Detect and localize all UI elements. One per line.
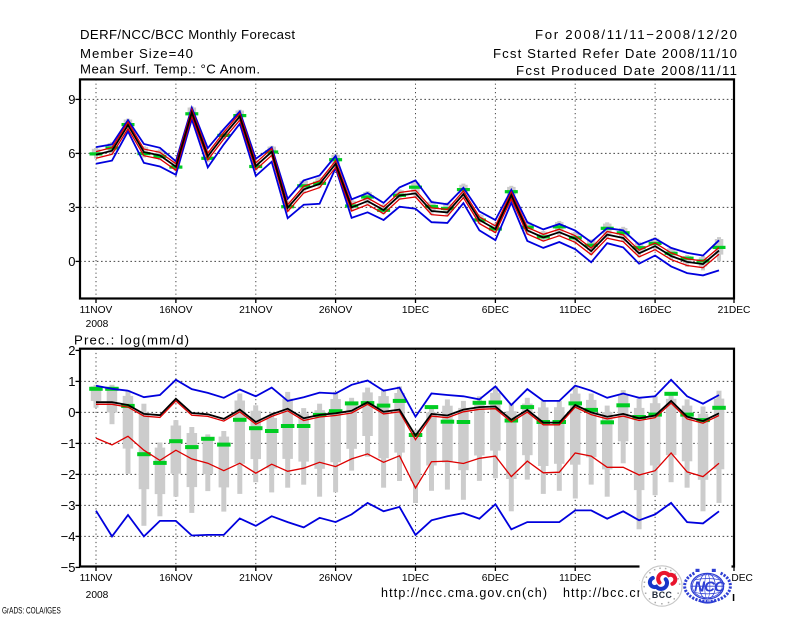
svg-text:26NOV: 26NOV — [319, 573, 353, 584]
svg-text:Member Size=40: Member Size=40 — [80, 46, 193, 61]
svg-text:Mean Surf. Temp.: °C Anom.: Mean Surf. Temp.: °C Anom. — [80, 62, 260, 77]
svg-text:http://ncc.cma.gov.cn(ch): http://ncc.cma.gov.cn(ch) — [381, 586, 547, 600]
svg-text:2008: 2008 — [86, 319, 109, 330]
svg-text:11NOV: 11NOV — [80, 305, 113, 316]
svg-text:3: 3 — [68, 200, 75, 215]
svg-text:11DEC: 11DEC — [559, 573, 591, 584]
svg-text:6DEC: 6DEC — [482, 573, 509, 584]
svg-text:1DEC: 1DEC — [402, 573, 429, 584]
svg-text:21NOV: 21NOV — [239, 305, 273, 316]
svg-text:16NOV: 16NOV — [159, 573, 193, 584]
svg-text:11NOV: 11NOV — [80, 573, 113, 584]
svg-text:26NOV: 26NOV — [319, 305, 353, 316]
svg-text:1: 1 — [68, 374, 75, 389]
svg-text:Fcst Started Refer Date 2008/1: Fcst Started Refer Date 2008/11/10 — [493, 46, 737, 61]
svg-text:BCC: BCC — [652, 590, 673, 600]
svg-text:−5: −5 — [61, 560, 76, 575]
svg-text:11DEC: 11DEC — [559, 305, 591, 316]
svg-text:Prec.: log(mm/d): Prec.: log(mm/d) — [74, 333, 189, 348]
svg-text:16DEC: 16DEC — [639, 305, 672, 316]
svg-text:−2: −2 — [61, 467, 76, 482]
svg-text:DERF/NCC/BCC Monthly Forecast: DERF/NCC/BCC Monthly Forecast — [80, 27, 295, 42]
svg-text:GrADS: COLA/IGES: GrADS: COLA/IGES — [2, 605, 61, 616]
svg-text:2: 2 — [68, 343, 75, 358]
svg-text:21NOV: 21NOV — [239, 573, 273, 584]
svg-text:1DEC: 1DEC — [402, 305, 429, 316]
svg-text:2008: 2008 — [86, 590, 109, 601]
svg-text:NCC: NCC — [694, 579, 726, 596]
svg-text:−4: −4 — [61, 529, 76, 544]
svg-text:6: 6 — [68, 146, 75, 161]
svg-text:0: 0 — [68, 254, 75, 269]
svg-text:−1: −1 — [61, 436, 76, 451]
svg-text:6DEC: 6DEC — [482, 305, 509, 316]
svg-text:21DEC: 21DEC — [720, 573, 753, 584]
svg-text:16NOV: 16NOV — [159, 305, 193, 316]
svg-text:9: 9 — [68, 92, 75, 107]
svg-text:0: 0 — [68, 405, 75, 420]
svg-text:Fcst Produced Date 2008/11/11: Fcst Produced Date 2008/11/11 — [516, 63, 737, 78]
svg-text:21DEC: 21DEC — [718, 305, 751, 316]
svg-text:−3: −3 — [61, 498, 76, 513]
